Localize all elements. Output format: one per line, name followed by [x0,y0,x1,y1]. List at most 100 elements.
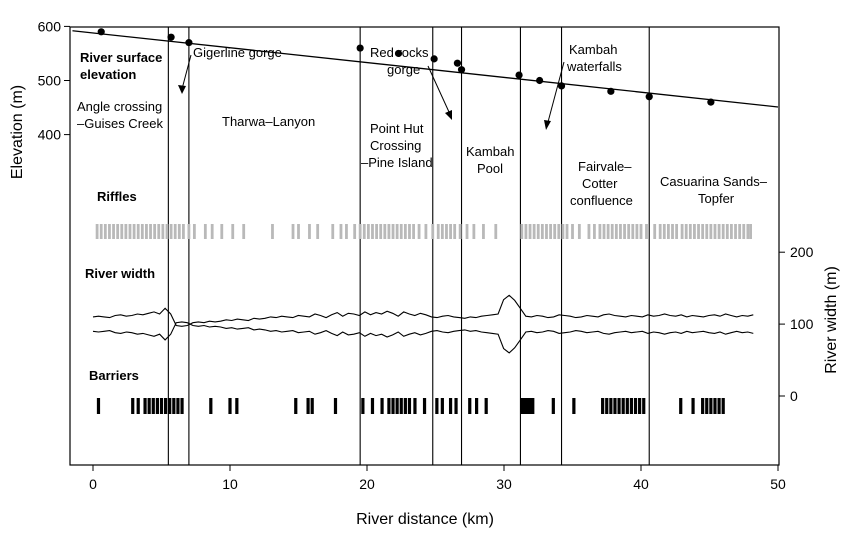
x-tick-label-0: 0 [89,476,97,492]
left-tick-label-2: 600 [38,18,62,34]
riffle-mark-73 [553,224,557,239]
annotation-gigerline-arrowhead [178,85,186,94]
barrier-mark-43 [551,398,555,414]
riffle-mark-1 [99,224,103,239]
barrier-mark-39 [522,398,527,414]
riffle-mark-114 [742,224,746,239]
riffle-mark-67 [528,224,532,239]
barrier-mark-26 [399,398,403,414]
riffle-mark-53 [424,224,428,239]
barrier-mark-31 [435,398,439,414]
riffle-mark-95 [662,224,666,239]
elevation-point-7 [457,66,466,74]
riffle-mark-9 [132,224,136,239]
riffle-mark-14 [153,224,157,239]
barrier-mark-30 [422,398,427,414]
elevation-point-11 [607,87,615,95]
riffle-mark-52 [417,224,421,239]
riffle-mark-2 [103,224,107,239]
riffle-mark-45 [387,224,391,239]
barrier-mark-27 [403,398,407,414]
riffle-mark-50 [408,224,411,239]
barrier-mark-44 [572,398,576,414]
barrier-mark-19 [333,398,338,414]
annotation-point-hut: Point Hut Crossing –Pine Island [361,121,433,170]
elevation-line [72,30,779,108]
barrier-mark-40 [525,398,529,414]
left-tick-label-0: 400 [38,127,62,143]
riffle-mark-29 [271,224,274,239]
barrier-mark-23 [387,398,391,414]
barrier-mark-36 [475,398,479,414]
annotation-red-rocks: Red rocks gorge [370,45,452,120]
annotation-tharwa: Tharwa–Lanyon [222,114,315,129]
riffle-mark-57 [445,224,448,239]
annotation-kambah-waterfalls: Kambah waterfalls [544,42,622,130]
riffle-mark-31 [297,224,300,239]
riffle-mark-38 [358,224,362,239]
riffle-mark-16 [161,224,165,239]
section-title-barriers: Barriers [89,368,139,383]
x-tick-label-5: 50 [770,476,786,492]
riffle-mark-21 [182,224,185,239]
annotation-kambah-waterfalls-arrow [547,61,565,123]
barrier-mark-55 [642,398,646,414]
riffle-mark-0 [95,224,99,239]
riffle-mark-85 [614,224,618,239]
riffle-mark-5 [116,224,120,239]
barrier-mark-22 [380,398,384,414]
barrier-mark-29 [413,398,417,414]
riffle-mark-11 [140,224,144,239]
riffle-mark-116 [749,224,752,239]
riffle-mark-42 [375,224,378,239]
elevation-point-13 [707,98,715,106]
annotation-point-hut-line2: Crossing [370,138,421,153]
elevation-point-8 [515,71,523,79]
riffle-mark-96 [667,224,670,239]
riffle-mark-83 [606,224,610,239]
annotation-kambah-pool: Kambah Pool [466,144,514,176]
riffle-mark-103 [697,224,700,239]
riffle-mark-115 [746,224,750,239]
riffle-mark-112 [734,224,737,239]
riffle-mark-84 [610,224,614,239]
riffle-mark-47 [395,224,399,239]
barrier-mark-17 [306,398,310,414]
barrier-mark-20 [361,398,365,414]
elevation-point-5 [430,55,438,63]
riffle-mark-64 [494,224,498,239]
riffle-mark-13 [149,224,152,239]
barriers-strip [96,398,725,414]
annotation-angle-crossing-line2: –Guises Creek [77,116,163,131]
riffle-mark-35 [339,224,343,239]
riffle-mark-15 [157,224,161,239]
riffle-mark-27 [231,224,235,239]
riffle-mark-33 [316,224,320,239]
annotation-red-rocks-line2: gorge [387,62,420,77]
elevation-point-10 [557,82,566,90]
annotation-kambah-waterfalls-arrowhead [544,120,551,130]
annotation-kambah-pool-line2: Pool [477,161,503,176]
x-axis-title: River distance (km) [356,511,494,528]
barrier-mark-38 [520,398,524,414]
riffle-mark-54 [431,224,435,239]
barrier-mark-14 [228,398,232,414]
riffle-mark-88 [627,224,631,239]
barrier-mark-6 [155,398,159,414]
annotation-tharwa-line1: Tharwa–Lanyon [222,114,315,129]
elevation-point-4 [394,49,403,58]
riffle-mark-41 [371,224,374,239]
annotation-gigerline-arrow [181,54,192,90]
barrier-mark-24 [391,398,395,414]
elevation-point-9 [536,76,544,85]
riffle-mark-58 [449,224,452,239]
barrier-mark-60 [709,398,713,414]
river-width-upper-bank [92,294,754,327]
riffle-mark-4 [112,224,115,239]
right-axis-title: River width (m) [823,266,840,374]
barrier-mark-45 [601,398,605,414]
riffle-mark-79 [587,224,591,239]
left-axis-title: Elevation (m) [9,85,26,179]
riffle-mark-99 [680,224,684,239]
riffle-mark-18 [169,224,173,239]
